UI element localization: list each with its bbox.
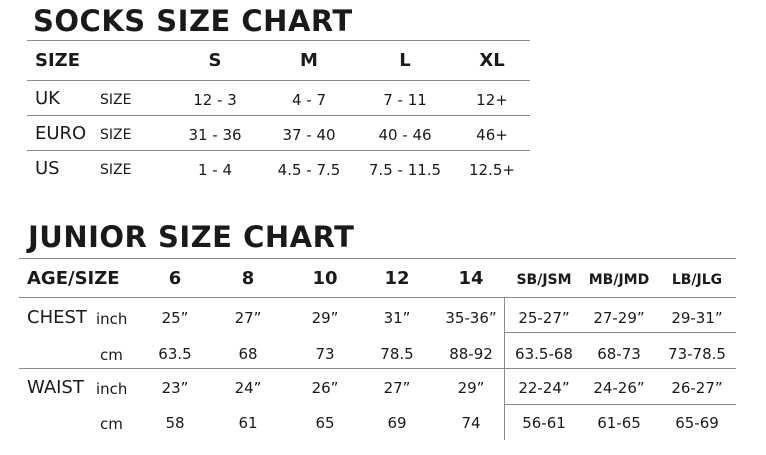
junior-cell: 61-65 — [597, 414, 641, 432]
junior-divider — [19, 258, 736, 259]
socks-cell: 37 - 40 — [282, 126, 336, 144]
junior-cell: 27-29” — [593, 309, 645, 327]
junior-cell: 63.5-68 — [515, 345, 573, 363]
socks-cell: 7 - 11 — [383, 91, 427, 109]
socks-cell: 31 - 36 — [188, 126, 242, 144]
junior-header-size: SB/JSM — [516, 272, 572, 288]
junior-cell: 29-31” — [671, 309, 723, 327]
junior-divider — [19, 297, 736, 298]
junior-divider — [504, 404, 736, 405]
junior-cell: 22-24” — [518, 379, 570, 397]
socks-cell: 40 - 46 — [378, 126, 432, 144]
junior-header-size: LB/JLG — [671, 272, 723, 288]
junior-cell: 65-69 — [675, 414, 719, 432]
junior-row-label: WAIST — [27, 377, 84, 398]
junior-cell: 31” — [383, 309, 411, 327]
junior-cell: 29” — [457, 379, 485, 397]
junior-row-unit: cm — [100, 415, 123, 433]
junior-cell: 68-73 — [597, 345, 641, 363]
socks-cell: 12 - 3 — [193, 91, 237, 109]
junior-cell: 23” — [161, 379, 189, 397]
socks-cell: 4.5 - 7.5 — [277, 161, 341, 179]
junior-header-size: 14 — [458, 268, 484, 289]
socks-cell: 12.5+ — [469, 161, 515, 179]
junior-cell: 61 — [238, 414, 258, 432]
socks-cell: 46+ — [476, 126, 508, 144]
socks-divider — [27, 150, 530, 151]
junior-header-size: 6 — [168, 268, 182, 289]
socks-header-s: S — [208, 50, 222, 71]
junior-cell: 63.5 — [158, 345, 192, 363]
junior-cell: 78.5 — [380, 345, 414, 363]
junior-cell: 69 — [387, 414, 407, 432]
junior-header-size: 8 — [241, 268, 255, 289]
junior-cell: 74 — [461, 414, 481, 432]
junior-divider — [504, 332, 736, 333]
junior-cell: 27” — [383, 379, 411, 397]
junior-cell: 73 — [315, 345, 335, 363]
junior-header-size: 12 — [384, 268, 410, 289]
socks-row-sublabel: SIZE — [100, 92, 132, 108]
socks-header-size: SIZE — [35, 50, 81, 71]
junior-row-unit: inch — [96, 310, 128, 328]
socks-divider — [27, 40, 530, 41]
junior-cell: 26” — [311, 379, 339, 397]
junior-header-age-size: AGE/SIZE — [27, 268, 120, 289]
junior-cell: 35-36” — [445, 309, 497, 327]
socks-chart-title: SOCKS SIZE CHART — [33, 4, 353, 38]
junior-cell: 58 — [165, 414, 185, 432]
junior-header-size: 10 — [312, 268, 338, 289]
junior-row-unit: cm — [100, 346, 123, 364]
junior-cell: 73-78.5 — [668, 345, 726, 363]
socks-cell: 1 - 4 — [197, 161, 233, 179]
junior-divider — [19, 368, 736, 369]
socks-row-sublabel: SIZE — [100, 127, 132, 143]
junior-row-label: CHEST — [27, 307, 87, 328]
socks-divider — [27, 80, 530, 81]
socks-row-sublabel: SIZE — [100, 162, 132, 178]
socks-header-xl: XL — [479, 50, 505, 71]
junior-cell: 68 — [238, 345, 258, 363]
junior-cell: 25” — [161, 309, 189, 327]
socks-row-label: EURO — [35, 123, 87, 144]
socks-header-l: L — [399, 50, 411, 71]
socks-row-label: UK — [35, 88, 60, 109]
junior-cell: 88-92 — [449, 345, 493, 363]
socks-cell: 7.5 - 11.5 — [368, 161, 442, 179]
junior-cell: 24” — [234, 379, 262, 397]
socks-header-m: M — [300, 50, 318, 71]
junior-cell: 26-27” — [671, 379, 723, 397]
socks-divider — [27, 115, 530, 116]
socks-row-label: US — [35, 158, 60, 179]
junior-chart-title: JUNIOR SIZE CHART — [28, 220, 355, 254]
junior-row-unit: inch — [96, 380, 128, 398]
socks-cell: 12+ — [476, 91, 508, 109]
junior-vertical-divider — [504, 297, 505, 440]
junior-cell: 27” — [234, 309, 262, 327]
junior-cell: 24-26” — [593, 379, 645, 397]
junior-cell: 29” — [311, 309, 339, 327]
junior-cell: 56-61 — [522, 414, 566, 432]
socks-cell: 4 - 7 — [291, 91, 327, 109]
junior-header-size: MB/JMD — [588, 272, 650, 288]
junior-cell: 65 — [315, 414, 335, 432]
junior-cell: 25-27” — [518, 309, 570, 327]
